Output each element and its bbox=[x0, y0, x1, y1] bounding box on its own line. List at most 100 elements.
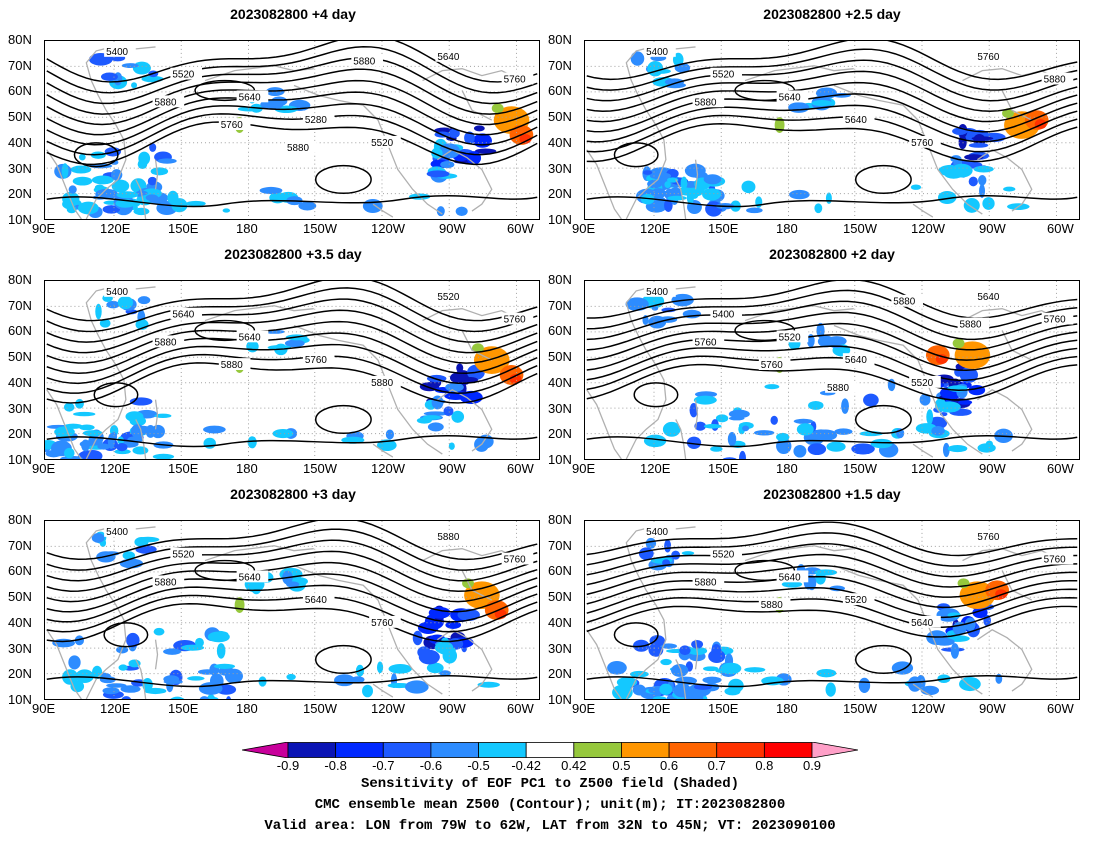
contour-label-bg bbox=[776, 570, 809, 583]
sensitivity-shading bbox=[150, 167, 169, 176]
z500-contours bbox=[586, 281, 1078, 448]
sensitivity-shading bbox=[920, 685, 940, 696]
sensitivity-shading bbox=[222, 208, 231, 213]
lat-tick-label: 50N bbox=[8, 109, 32, 125]
contour-label-bg bbox=[758, 598, 791, 610]
lat-tick-label: 20N bbox=[548, 426, 572, 442]
contour-label: 5880 bbox=[287, 143, 309, 154]
sensitivity-shading bbox=[456, 363, 464, 373]
lon-tick-label: 150W bbox=[303, 221, 337, 236]
sensitivity-shading bbox=[660, 658, 672, 666]
lon-tick-label: 90W bbox=[439, 221, 466, 236]
sensitivity-shading bbox=[632, 684, 646, 696]
warm-sensitivity bbox=[954, 341, 991, 370]
colorbar-segment bbox=[335, 742, 384, 758]
lat-tick-label: 60N bbox=[548, 83, 572, 99]
sensitivity-shading bbox=[247, 436, 257, 449]
sensitivity-shading bbox=[116, 443, 128, 452]
contour-label: 5760 bbox=[1044, 555, 1066, 566]
sensitivity-shading bbox=[926, 409, 934, 425]
sensitivity-shading bbox=[61, 163, 69, 179]
map-panel-plus4day: 5400 5520 5640 5280 5520 5640 5760 5880 5760 5880… bbox=[44, 40, 540, 220]
sensitivity-shading bbox=[426, 170, 450, 178]
colorbar-tick-label: 0.7 bbox=[707, 758, 726, 773]
contour-label: 5640 bbox=[845, 355, 867, 366]
lat-tick-label: 50N bbox=[8, 589, 32, 605]
sensitivity-shading bbox=[607, 661, 627, 675]
lat-tick-label: 30N bbox=[8, 400, 32, 416]
sensitivity-shading bbox=[422, 415, 441, 420]
sensitivity-shading bbox=[75, 398, 84, 409]
contour-label-bg bbox=[957, 317, 990, 330]
lon-tick-label: 120W bbox=[371, 461, 405, 476]
contour-label-bg bbox=[369, 135, 401, 148]
sensitivity-shading bbox=[464, 131, 475, 145]
sensitivity-shading bbox=[449, 372, 466, 384]
contour-label-bg bbox=[104, 44, 136, 57]
contour-label: 5640 bbox=[239, 92, 261, 103]
sensitivity-shading bbox=[117, 295, 134, 310]
sensitivity-shading bbox=[121, 696, 132, 699]
sensitivity-shading bbox=[741, 180, 756, 194]
z500-contours bbox=[46, 281, 538, 448]
sensitivity-shading bbox=[770, 415, 778, 425]
sensitivity-shading bbox=[664, 198, 673, 212]
sensitivity-shading bbox=[341, 436, 365, 444]
sensitivity-shading bbox=[814, 569, 838, 576]
sensitivity-shading bbox=[814, 203, 823, 214]
contour-label: 5400 bbox=[712, 310, 734, 321]
sensitivity-shading bbox=[137, 296, 151, 305]
sensitivity-shading bbox=[207, 631, 230, 643]
contour-label-bg bbox=[152, 95, 185, 108]
sensitivity-shading bbox=[964, 617, 976, 632]
sensitivity-shading bbox=[919, 393, 931, 406]
contour-label: 5760 bbox=[761, 360, 783, 371]
colorbar-tick-label: 0.42 bbox=[561, 758, 587, 773]
contour-label: 5760 bbox=[504, 315, 526, 326]
lat-tick-label: 40N bbox=[8, 134, 32, 150]
sensitivity-shading bbox=[102, 205, 121, 214]
sensitivity-shading bbox=[427, 422, 444, 432]
lon-tick-label: 90W bbox=[979, 221, 1006, 236]
colorbar-tick-label: 0.9 bbox=[802, 758, 822, 773]
lat-tick-label: 10N bbox=[8, 692, 32, 707]
sensitivity-shading bbox=[693, 395, 717, 405]
sensitivity-shading bbox=[942, 442, 950, 458]
sensitivity-shading bbox=[154, 413, 172, 419]
sensitivity-shading bbox=[647, 60, 664, 77]
sensitivity-shading bbox=[667, 195, 687, 201]
sensitivity-shading bbox=[129, 415, 146, 427]
sensitivity-shading bbox=[54, 426, 75, 438]
contour-label: 5640 bbox=[437, 52, 459, 63]
sensitivity-shading bbox=[1003, 186, 1016, 192]
sensitivity-shading bbox=[937, 401, 961, 413]
sensitivity-shading bbox=[376, 661, 384, 674]
lon-tick-label: 120W bbox=[911, 701, 945, 716]
sensitivity-shading bbox=[796, 423, 814, 436]
lat-tick-label: 70N bbox=[548, 297, 572, 313]
lat-tick-label: 80N bbox=[548, 32, 572, 47]
lat-tick-label: 40N bbox=[8, 614, 32, 630]
contour-label-bg bbox=[218, 358, 251, 370]
sensitivity-shading bbox=[781, 580, 803, 588]
sensitivity-shading bbox=[203, 437, 216, 449]
contour-label-bg bbox=[152, 335, 185, 348]
sensitivity-shading bbox=[816, 668, 837, 678]
lon-tick-label: 120E bbox=[640, 701, 671, 716]
sensitivity-shading bbox=[70, 165, 92, 174]
sensitivity-shading bbox=[648, 643, 664, 657]
lat-tick-label: 10N bbox=[548, 692, 572, 707]
contour-label-bg bbox=[909, 135, 941, 148]
map-canvas: 5400 5400 5520 5640 5520 5640 5760 5760 5760 5880… bbox=[586, 281, 1078, 459]
sensitivity-shading bbox=[753, 430, 775, 436]
sensitivity-shading bbox=[776, 432, 790, 442]
contour-label: 5880 bbox=[353, 57, 375, 68]
sensitivity-shading bbox=[629, 670, 649, 678]
lon-tick-label: 150E bbox=[168, 701, 199, 716]
contour-label-bg bbox=[236, 90, 269, 103]
lat-tick-label: 80N bbox=[8, 32, 32, 47]
sensitivity-shading bbox=[694, 421, 706, 431]
sensitivity-shading bbox=[423, 411, 448, 416]
sensitivity-shading bbox=[764, 384, 780, 390]
contour-label: 5760 bbox=[221, 120, 243, 131]
